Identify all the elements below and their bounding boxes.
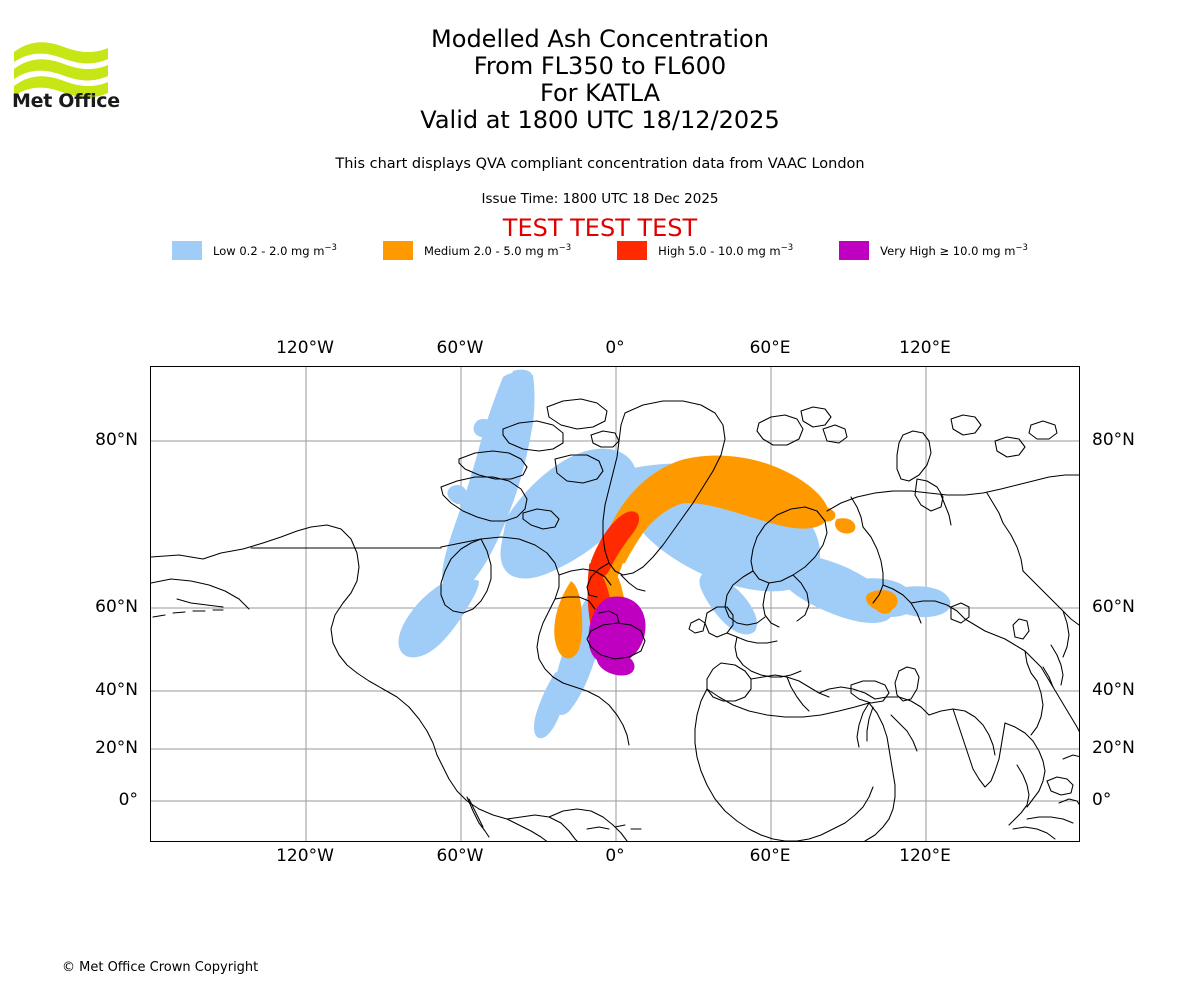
lon-tick-bottom-60w: 60°W — [436, 846, 484, 866]
issue-time: Issue Time: 1800 UTC 18 Dec 2025 — [481, 191, 719, 207]
lon-tick-bottom-120e: 120°E — [899, 846, 951, 866]
legend-swatch-high — [617, 241, 648, 260]
lat-tick-right-60n: 60°N — [1092, 597, 1135, 617]
legend-label-medium: Medium 2.0 - 5.0 mg m−3 — [423, 243, 572, 258]
lon-tick-bottom-0: 0° — [605, 846, 625, 866]
lat-tick-left-40n: 40°N — [95, 680, 138, 700]
map-frame — [150, 366, 1080, 842]
ash-concentration-map[interactable] — [150, 366, 1080, 842]
legend-label-high: High 5.0 - 10.0 mg m−3 — [658, 243, 794, 258]
legend-entry-very-high: Very High ≥ 10.0 mg m−3 — [839, 241, 1028, 260]
lat-tick-left-20n: 20°N — [95, 738, 138, 758]
lon-tick-top-60e: 60°E — [749, 338, 791, 358]
lon-tick-bottom-120w: 120°W — [276, 846, 334, 866]
title-line-1: Modelled Ash Concentration — [431, 25, 769, 53]
title-line-2: From FL350 to FL600 — [473, 52, 727, 80]
lat-tick-left-0: 0° — [118, 790, 138, 810]
lat-tick-left-80n: 80°N — [95, 430, 138, 450]
test-banner: TEST TEST TEST — [502, 214, 698, 242]
ash-plume-very-high — [588, 596, 646, 676]
legend-entry-low: Low 0.2 - 2.0 mg m−3 — [172, 241, 337, 260]
ash-plume-low — [398, 369, 951, 739]
copyright-notice: © Met Office Crown Copyright — [62, 960, 259, 975]
page-title: Modelled Ash Concentration From FL350 to… — [0, 26, 1200, 134]
met-office-wave-logo — [14, 42, 108, 98]
lon-tick-top-60w: 60°W — [436, 338, 484, 358]
map-coastlines — [151, 398, 1079, 841]
lat-tick-right-0: 0° — [1092, 790, 1112, 810]
lon-tick-top-120w: 120°W — [276, 338, 334, 358]
data-source-note: This chart displays QVA compliant concen… — [335, 156, 865, 172]
lat-tick-left-60n: 60°N — [95, 597, 138, 617]
lat-tick-right-40n: 40°N — [1092, 680, 1135, 700]
title-line-4: Valid at 1800 UTC 18/12/2025 — [420, 106, 780, 134]
title-line-3: For KATLA — [540, 79, 660, 107]
lat-tick-right-20n: 20°N — [1092, 738, 1135, 758]
lon-tick-top-0: 0° — [605, 338, 625, 358]
lon-tick-top-120e: 120°E — [899, 338, 951, 358]
legend-swatch-very-high — [839, 241, 870, 260]
lat-tick-right-80n: 80°N — [1092, 430, 1135, 450]
concentration-legend: Low 0.2 - 2.0 mg m−3 Medium 2.0 - 5.0 mg… — [0, 241, 1200, 260]
met-office-wordmark: Met Office — [12, 90, 120, 112]
legend-label-low: Low 0.2 - 2.0 mg m−3 — [213, 243, 337, 258]
legend-label-very-high: Very High ≥ 10.0 mg m−3 — [880, 243, 1028, 258]
legend-swatch-low — [172, 241, 203, 260]
legend-swatch-medium — [382, 241, 413, 260]
lon-tick-bottom-60e: 60°E — [749, 846, 791, 866]
legend-entry-medium: Medium 2.0 - 5.0 mg m−3 — [382, 241, 572, 260]
legend-entry-high: High 5.0 - 10.0 mg m−3 — [617, 241, 793, 260]
